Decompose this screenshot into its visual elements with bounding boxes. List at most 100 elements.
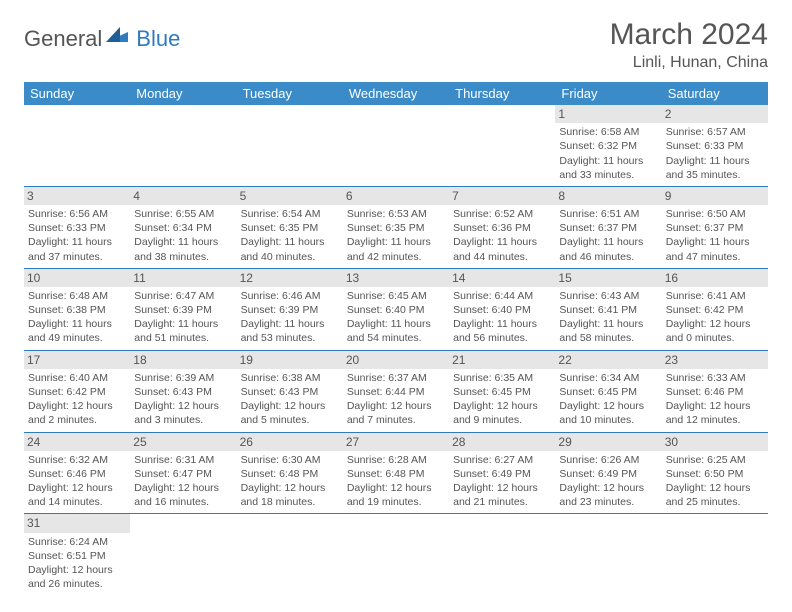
sunset-line: Sunset: 6:33 PM — [666, 139, 764, 153]
day-number: 10 — [24, 269, 130, 287]
daylight-line: Daylight: 12 hours and 2 minutes. — [28, 399, 126, 427]
day-number: 1 — [555, 105, 661, 123]
calendar-empty-cell — [449, 105, 555, 186]
weekday-header-row: SundayMondayTuesdayWednesdayThursdayFrid… — [24, 82, 768, 105]
calendar-week-row: 3Sunrise: 6:56 AMSunset: 6:33 PMDaylight… — [24, 186, 768, 268]
daylight-line: Daylight: 12 hours and 9 minutes. — [453, 399, 551, 427]
calendar-day-cell: 23Sunrise: 6:33 AMSunset: 6:46 PMDayligh… — [662, 350, 768, 432]
day-number: 21 — [449, 351, 555, 369]
calendar-day-cell: 13Sunrise: 6:45 AMSunset: 6:40 PMDayligh… — [343, 268, 449, 350]
daylight-line: Daylight: 11 hours and 42 minutes. — [347, 235, 445, 263]
daylight-line: Daylight: 11 hours and 51 minutes. — [134, 317, 232, 345]
calendar-empty-cell — [662, 514, 768, 595]
calendar-week-row: 17Sunrise: 6:40 AMSunset: 6:42 PMDayligh… — [24, 350, 768, 432]
calendar-empty-cell — [343, 105, 449, 186]
sunrise-line: Sunrise: 6:47 AM — [134, 289, 232, 303]
calendar-day-cell: 27Sunrise: 6:28 AMSunset: 6:48 PMDayligh… — [343, 432, 449, 514]
day-number: 9 — [662, 187, 768, 205]
day-number: 19 — [237, 351, 343, 369]
calendar-day-cell: 17Sunrise: 6:40 AMSunset: 6:42 PMDayligh… — [24, 350, 130, 432]
daylight-line: Daylight: 12 hours and 14 minutes. — [28, 481, 126, 509]
calendar-day-cell: 5Sunrise: 6:54 AMSunset: 6:35 PMDaylight… — [237, 186, 343, 268]
logo: General Blue — [24, 24, 180, 53]
calendar-week-row: 31Sunrise: 6:24 AMSunset: 6:51 PMDayligh… — [24, 514, 768, 595]
calendar-empty-cell — [343, 514, 449, 595]
daylight-line: Daylight: 11 hours and 37 minutes. — [28, 235, 126, 263]
weekday-header: Tuesday — [237, 82, 343, 105]
sunset-line: Sunset: 6:43 PM — [241, 385, 339, 399]
day-number: 7 — [449, 187, 555, 205]
day-number: 28 — [449, 433, 555, 451]
calendar-day-cell: 25Sunrise: 6:31 AMSunset: 6:47 PMDayligh… — [130, 432, 236, 514]
daylight-line: Daylight: 11 hours and 44 minutes. — [453, 235, 551, 263]
calendar-day-cell: 3Sunrise: 6:56 AMSunset: 6:33 PMDaylight… — [24, 186, 130, 268]
day-number: 20 — [343, 351, 449, 369]
sunset-line: Sunset: 6:45 PM — [559, 385, 657, 399]
day-number: 5 — [237, 187, 343, 205]
calendar-day-cell: 9Sunrise: 6:50 AMSunset: 6:37 PMDaylight… — [662, 186, 768, 268]
sunrise-line: Sunrise: 6:24 AM — [28, 535, 126, 549]
day-number: 27 — [343, 433, 449, 451]
sunrise-line: Sunrise: 6:48 AM — [28, 289, 126, 303]
calendar-day-cell: 31Sunrise: 6:24 AMSunset: 6:51 PMDayligh… — [24, 514, 130, 595]
calendar-day-cell: 26Sunrise: 6:30 AMSunset: 6:48 PMDayligh… — [237, 432, 343, 514]
sunset-line: Sunset: 6:50 PM — [666, 467, 764, 481]
daylight-line: Daylight: 12 hours and 7 minutes. — [347, 399, 445, 427]
sunset-line: Sunset: 6:37 PM — [559, 221, 657, 235]
sunrise-line: Sunrise: 6:38 AM — [241, 371, 339, 385]
weekday-header: Thursday — [449, 82, 555, 105]
sunrise-line: Sunrise: 6:46 AM — [241, 289, 339, 303]
day-number: 3 — [24, 187, 130, 205]
sunset-line: Sunset: 6:37 PM — [666, 221, 764, 235]
sunset-line: Sunset: 6:42 PM — [666, 303, 764, 317]
sunset-line: Sunset: 6:48 PM — [241, 467, 339, 481]
calendar-day-cell: 30Sunrise: 6:25 AMSunset: 6:50 PMDayligh… — [662, 432, 768, 514]
sunset-line: Sunset: 6:41 PM — [559, 303, 657, 317]
daylight-line: Daylight: 11 hours and 38 minutes. — [134, 235, 232, 263]
day-number: 12 — [237, 269, 343, 287]
sunrise-line: Sunrise: 6:54 AM — [241, 207, 339, 221]
sunset-line: Sunset: 6:42 PM — [28, 385, 126, 399]
daylight-line: Daylight: 12 hours and 3 minutes. — [134, 399, 232, 427]
daylight-line: Daylight: 11 hours and 58 minutes. — [559, 317, 657, 345]
calendar-empty-cell — [130, 105, 236, 186]
daylight-line: Daylight: 11 hours and 53 minutes. — [241, 317, 339, 345]
sunset-line: Sunset: 6:40 PM — [347, 303, 445, 317]
month-title: March 2024 — [610, 18, 768, 52]
logo-flag-icon — [106, 24, 132, 47]
calendar-empty-cell — [555, 514, 661, 595]
weekday-header: Wednesday — [343, 82, 449, 105]
sunrise-line: Sunrise: 6:37 AM — [347, 371, 445, 385]
logo-text-general: General — [24, 26, 102, 52]
daylight-line: Daylight: 12 hours and 18 minutes. — [241, 481, 339, 509]
calendar-day-cell: 8Sunrise: 6:51 AMSunset: 6:37 PMDaylight… — [555, 186, 661, 268]
calendar-day-cell: 18Sunrise: 6:39 AMSunset: 6:43 PMDayligh… — [130, 350, 236, 432]
sunset-line: Sunset: 6:48 PM — [347, 467, 445, 481]
day-number: 22 — [555, 351, 661, 369]
sunset-line: Sunset: 6:40 PM — [453, 303, 551, 317]
daylight-line: Daylight: 12 hours and 0 minutes. — [666, 317, 764, 345]
daylight-line: Daylight: 11 hours and 56 minutes. — [453, 317, 551, 345]
calendar-day-cell: 20Sunrise: 6:37 AMSunset: 6:44 PMDayligh… — [343, 350, 449, 432]
day-number: 13 — [343, 269, 449, 287]
calendar-day-cell: 22Sunrise: 6:34 AMSunset: 6:45 PMDayligh… — [555, 350, 661, 432]
calendar-day-cell: 6Sunrise: 6:53 AMSunset: 6:35 PMDaylight… — [343, 186, 449, 268]
calendar-day-cell: 14Sunrise: 6:44 AMSunset: 6:40 PMDayligh… — [449, 268, 555, 350]
calendar-day-cell: 29Sunrise: 6:26 AMSunset: 6:49 PMDayligh… — [555, 432, 661, 514]
daylight-line: Daylight: 12 hours and 23 minutes. — [559, 481, 657, 509]
day-number: 11 — [130, 269, 236, 287]
daylight-line: Daylight: 11 hours and 33 minutes. — [559, 154, 657, 182]
sunrise-line: Sunrise: 6:45 AM — [347, 289, 445, 303]
sunset-line: Sunset: 6:34 PM — [134, 221, 232, 235]
calendar-day-cell: 11 Sunrise: 6:47 AMSunset: 6:39 PMDayligh… — [130, 268, 236, 350]
day-number: 30 — [662, 433, 768, 451]
sunset-line: Sunset: 6:46 PM — [28, 467, 126, 481]
page-header: General Blue March 2024 Linli, Hunan, Ch… — [24, 18, 768, 72]
calendar-empty-cell — [449, 514, 555, 595]
sunrise-line: Sunrise: 6:25 AM — [666, 453, 764, 467]
sunset-line: Sunset: 6:33 PM — [28, 221, 126, 235]
sunrise-line: Sunrise: 6:27 AM — [453, 453, 551, 467]
sunset-line: Sunset: 6:39 PM — [134, 303, 232, 317]
daylight-line: Daylight: 12 hours and 10 minutes. — [559, 399, 657, 427]
title-block: March 2024 Linli, Hunan, China — [610, 18, 768, 72]
